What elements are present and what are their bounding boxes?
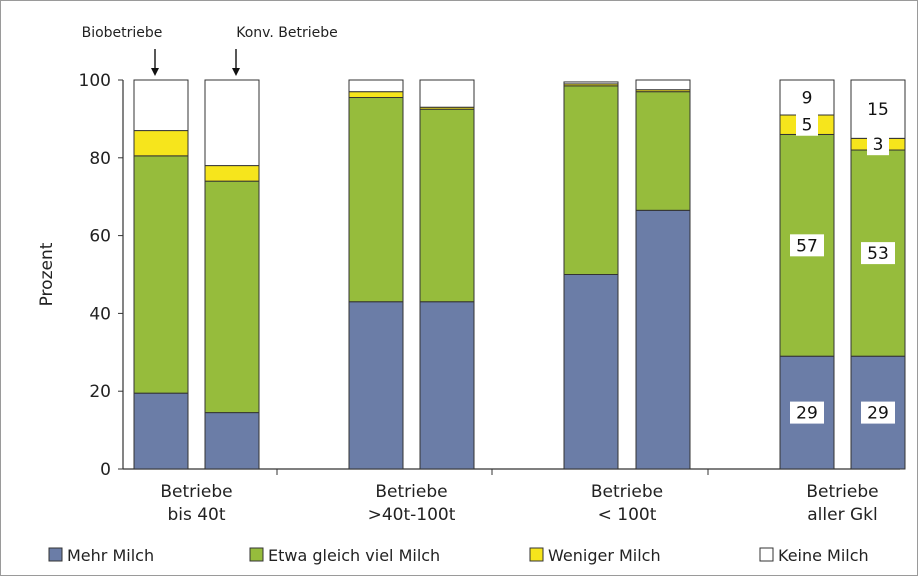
y-tick-label: 20	[89, 382, 111, 402]
x-category-label: < 100t	[598, 505, 657, 525]
y-tick-label: 80	[89, 149, 111, 169]
data-label-box	[861, 98, 895, 121]
data-label-box	[790, 234, 824, 257]
bar-segment-etwa-gleich-viel-milch	[635, 91, 691, 211]
data-label: 57	[796, 236, 818, 256]
legend-label: Mehr Milch	[67, 546, 154, 565]
legend-label: Etwa gleich viel Milch	[268, 546, 440, 565]
x-category-label: Betriebe	[160, 482, 232, 502]
data-label: 15	[867, 100, 889, 120]
bar-segment-mehr-milch	[419, 301, 475, 470]
bar-segment-mehr-milch	[563, 274, 619, 470]
data-label: 29	[796, 404, 818, 424]
bar-segment-etwa-gleich-viel-milch	[348, 97, 404, 303]
bar-segment-weniger-milch	[204, 165, 260, 182]
legend-swatch	[529, 547, 544, 562]
data-label: 53	[867, 244, 889, 264]
x-category-label: Betriebe	[591, 482, 663, 502]
bar-segment-keine-milch	[419, 79, 475, 108]
x-category-label: >40t-100t	[368, 505, 456, 525]
bar-segment-mehr-milch	[204, 412, 260, 470]
legend-label: Weniger Milch	[548, 546, 661, 565]
bar-segment-keine-milch	[635, 79, 691, 91]
bar-segment-etwa-gleich-viel-milch	[563, 85, 619, 275]
y-axis-label: Prozent	[37, 242, 57, 306]
y-tick-label: 0	[100, 460, 111, 480]
data-label: 9	[802, 89, 813, 109]
data-label: 3	[873, 135, 884, 155]
data-label-box	[861, 242, 895, 265]
data-label-box	[796, 113, 818, 136]
bar-segment-mehr-milch	[133, 392, 189, 470]
legend-swatch	[759, 547, 774, 562]
bar-segment-keine-milch	[133, 79, 189, 132]
data-label: 29	[867, 404, 889, 424]
annotation-arrow-head	[232, 68, 240, 76]
x-category-label: bis 40t	[167, 505, 225, 525]
data-label-box	[867, 133, 889, 156]
x-category-label: Betriebe	[806, 482, 878, 502]
bar-segment-mehr-milch	[635, 209, 691, 470]
legend-label: Keine Milch	[778, 546, 869, 565]
annotation-arrow-head	[151, 68, 159, 76]
bar-segment-keine-milch	[204, 79, 260, 167]
legend-swatch	[249, 547, 264, 562]
data-label-box	[861, 401, 895, 424]
bar-annotation-label: Biobetriebe	[82, 25, 163, 41]
y-tick-label: 40	[89, 304, 111, 324]
bar-segment-etwa-gleich-viel-milch	[419, 108, 475, 303]
x-category-label: Betriebe	[375, 482, 447, 502]
bar-segment-keine-milch	[348, 79, 404, 93]
legend-swatch	[48, 547, 63, 562]
x-category-label: aller Gkl	[807, 505, 877, 525]
data-label-box	[796, 86, 818, 109]
bar-annotation-label: Konv. Betriebe	[236, 25, 338, 41]
data-label-box	[790, 401, 824, 424]
bar-segment-keine-milch	[563, 81, 619, 85]
bar-segment-weniger-milch	[348, 91, 404, 99]
data-label: 5	[802, 116, 813, 136]
y-tick-label: 60	[89, 227, 111, 247]
bar-segment-etwa-gleich-viel-milch	[133, 155, 189, 394]
y-tick-label: 100	[79, 71, 111, 91]
bar-segment-mehr-milch	[348, 301, 404, 470]
bar-segment-weniger-milch	[133, 130, 189, 157]
bar-segment-etwa-gleich-viel-milch	[204, 180, 260, 414]
